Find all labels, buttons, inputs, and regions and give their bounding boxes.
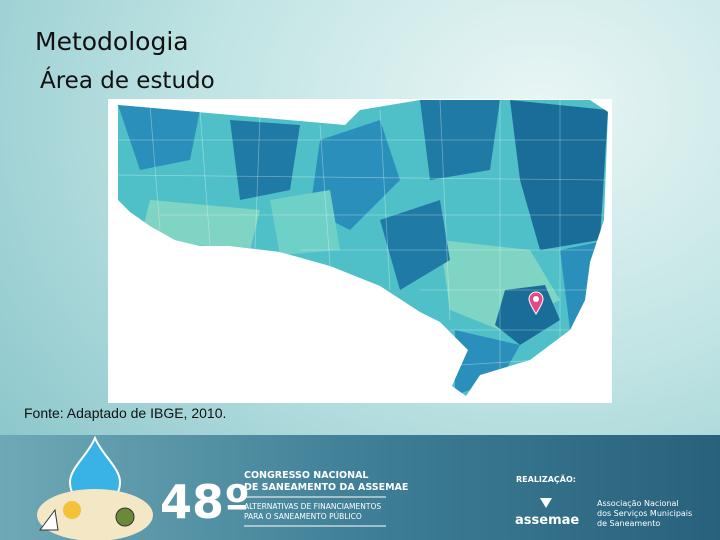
organizer-logo: assemae [515, 513, 579, 528]
pin-center [533, 296, 539, 302]
congress-line: DE SANEAMENTO DA ASSEMAE [244, 482, 408, 493]
map-source: Fonte: Adaptado de IBGE, 2010. [24, 405, 226, 421]
organizer-label: REALIZAÇÃO: [516, 474, 576, 484]
subtitle: Área de estudo [40, 66, 215, 94]
logo-emblem [115, 507, 135, 527]
logo-sun [63, 501, 81, 519]
edition: 48º [160, 475, 250, 529]
organizer-logo-mark [540, 498, 552, 508]
location-pin [528, 291, 544, 315]
state-map [118, 100, 608, 396]
theme-line: PARA O SANEAMENTO PÚBLICO [244, 512, 362, 521]
congress-line: CONGRESSO NACIONAL [244, 470, 368, 481]
logo-base [37, 489, 153, 540]
organizer-name: de Saneamento [597, 519, 660, 528]
theme-line: ALTERNATIVAS DE FINANCIAMENTOS [244, 502, 381, 511]
logo-boat [39, 508, 59, 531]
title: Metodologia [35, 27, 189, 56]
organizer-name: dos Serviços Municipais [597, 509, 692, 518]
organizer-name: Associação Nacional [597, 499, 679, 508]
